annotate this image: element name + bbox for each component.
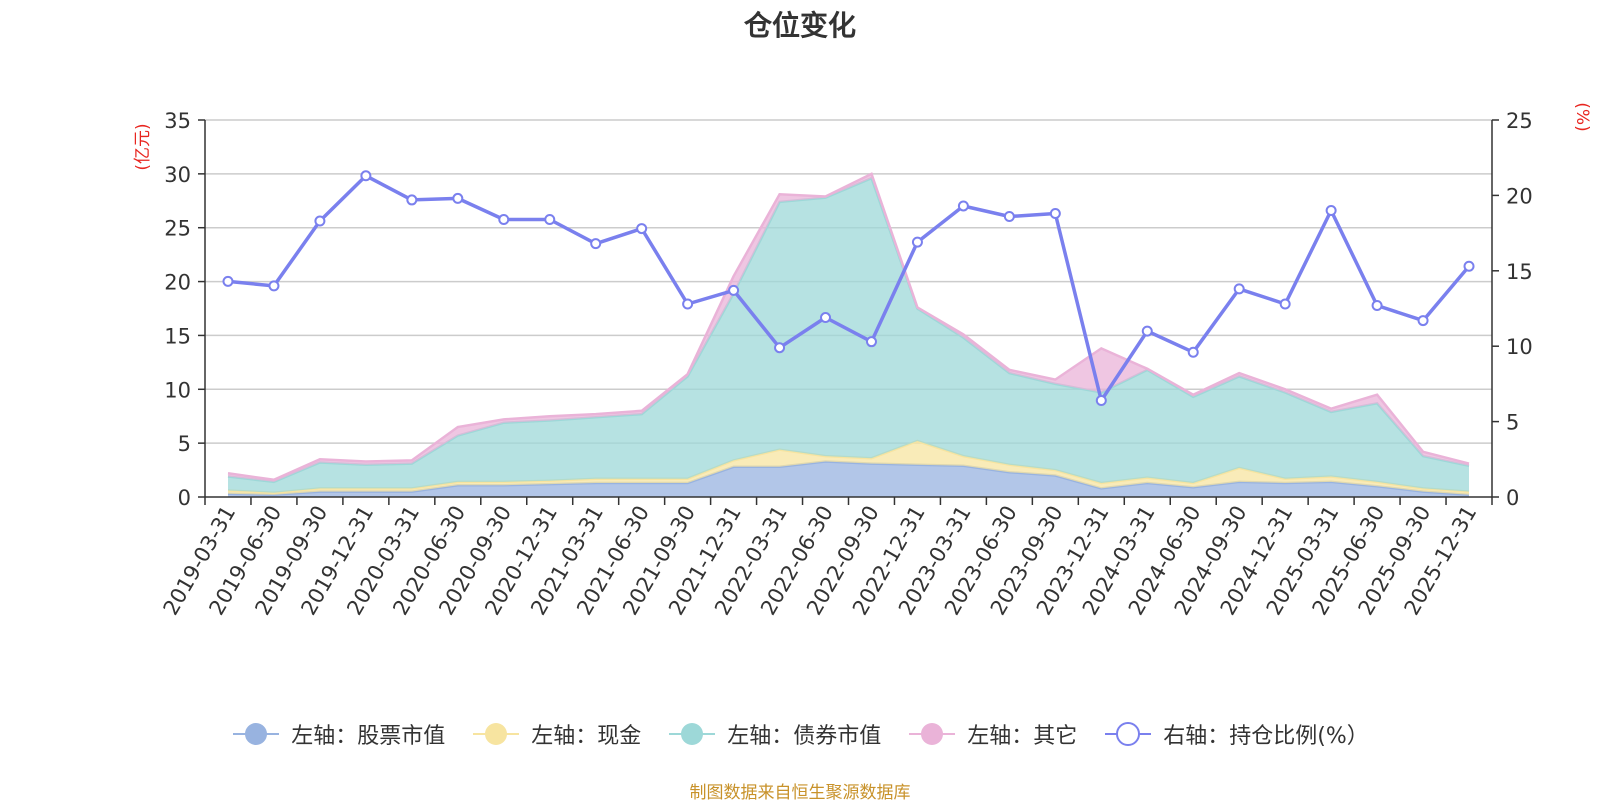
legend-item-2[interactable]: 左轴：现金 [471,718,641,750]
ratio-point [590,238,602,250]
legend-symbol-icon [909,723,956,745]
ratio-point [544,214,556,226]
right-tick-label: 10 [1506,335,1533,359]
legend-symbol-icon [233,723,280,745]
legend-item-3[interactable]: 左轴：债券市值 [667,718,881,750]
source-note: 制图数据来自恒生聚源数据库 [689,783,911,803]
ratio-line [227,174,1471,403]
left-tick-label: 0 [178,486,191,510]
ratio-point [957,200,969,212]
left-tick-label: 20 [164,271,191,295]
ratio-point [1325,204,1337,216]
ratio-point [1095,394,1107,406]
chart-title: 仓位变化 [743,9,856,42]
right-tick-label: 5 [1506,411,1519,435]
area-series-3 [228,178,1469,493]
ratio-point [360,170,372,182]
right-tick-label: 20 [1506,184,1533,208]
ratio-point [636,223,648,235]
ratio-point [820,312,832,324]
ratio-line-layer [222,170,1475,406]
ratio-point [1371,299,1383,311]
left-tick-label: 25 [164,217,191,241]
legend-label: 左轴：现金 [531,724,642,749]
stacked-areas [227,172,1470,497]
left-tick-label: 10 [164,378,191,402]
right-tick-label: 15 [1506,260,1533,284]
legend-item-4[interactable]: 左轴：其它 [907,718,1077,750]
left-tick-label: 15 [164,324,191,348]
legend-label: 右轴：持仓比例(%） [1163,724,1369,749]
legend-symbol-icon [669,723,716,745]
legend-label: 左轴：股票市值 [291,724,446,749]
legend-label: 左轴：其它 [967,724,1078,749]
ratio-point [1003,211,1015,223]
left-tick-label: 30 [164,163,191,187]
legend: 左轴：股票市值 左轴：现金 左轴：债券市值 左轴：其它 右轴：持仓比例(%） [0,718,1600,750]
legend-item-1[interactable]: 左轴：股票市值 [231,718,445,750]
legend-label: 左轴：债券市值 [727,724,882,749]
left-axis-unit: (亿元) [133,123,153,170]
legend-item-5[interactable]: 右轴：持仓比例(%） [1103,718,1369,750]
left-tick-label: 5 [178,432,191,456]
ratio-point [728,284,740,296]
left-tick-label: 35 [164,109,191,133]
right-tick-label: 25 [1506,109,1533,133]
ratio-point [1141,325,1153,337]
ratio-point [452,192,464,204]
ratio-point [682,298,694,310]
legend-symbol-icon [1105,722,1152,746]
ratio-point [1279,298,1291,310]
right-tick-label: 0 [1506,486,1519,510]
ratio-point [1233,283,1245,295]
ratio-point [911,236,923,248]
ratio-point [498,214,510,226]
ratio-point [1417,315,1429,327]
ratio-point [314,215,326,227]
ratio-point [774,342,786,354]
ratio-point [268,280,280,292]
ratio-point [406,194,418,206]
right-axis-unit: (%) [1572,102,1592,131]
area-edge-4 [227,172,1470,482]
area-series-1 [228,461,1469,497]
ratio-point [1463,260,1475,272]
ratio-point [865,336,877,348]
ratio-point [1187,346,1199,358]
legend-symbol-icon [473,723,520,745]
ratio-point [1049,207,1061,219]
ratio-point [222,275,234,287]
